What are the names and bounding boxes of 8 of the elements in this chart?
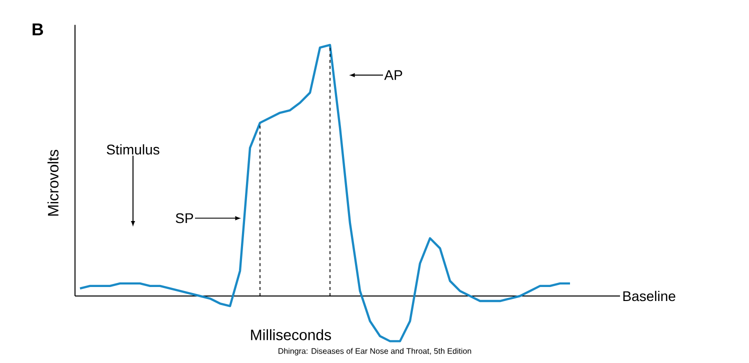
- annotation: AP: [384, 70, 402, 80]
- chart-title: B: [32, 24, 44, 36]
- x-axis-title: Milliseconds: [251, 329, 331, 340]
- text: Dhingra: Diseases of Ear Nose and Throat, 5th Edition: [278, 348, 472, 356]
- annotation: Stimulus: [106, 144, 160, 155]
- y-axis-title: Microvolts: [47, 150, 58, 216]
- annotation: SP: [176, 213, 194, 224]
- text: Baseline: [623, 290, 676, 302]
